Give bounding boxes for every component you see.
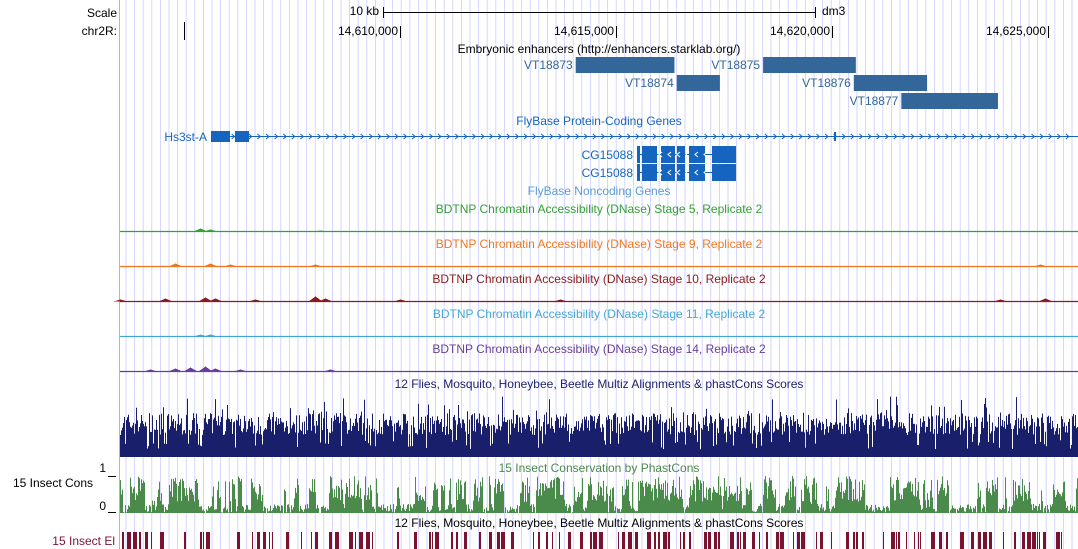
dnase-stage10-title[interactable]: BDTNP Chromatin Accessibility (DNase) St… <box>432 272 766 286</box>
phastcons-signal[interactable] <box>120 476 1078 513</box>
phastcons-track-title[interactable]: 15 Insect Conservation by PhastCons <box>499 461 700 475</box>
gene-hs3st-a[interactable] <box>211 131 1078 142</box>
dnase-track-0-signal[interactable] <box>120 228 1078 233</box>
elements-side-label[interactable]: 15 Insect El <box>52 534 115 548</box>
guide-lines <box>125 0 1073 549</box>
phastcons-side-label[interactable]: 15 Insect Cons <box>13 476 93 490</box>
phastcons-ymax: 1 <box>99 461 106 475</box>
gene-label-cg15088-2[interactable]: CG15088 <box>582 166 634 180</box>
gene-cg15088-transcript-2[interactable] <box>637 164 736 181</box>
enhancer-vt18875[interactable]: VT18875 <box>711 57 856 73</box>
ruler-position-label: 14,610,000 <box>338 24 398 38</box>
dnase-track-1-signal[interactable] <box>120 263 1078 268</box>
ruler-position-label: 14,625,000 <box>986 24 1046 38</box>
phastcons-ymin: 0 <box>99 499 106 513</box>
scale-label: Scale <box>87 6 117 20</box>
scale-bar <box>383 7 816 18</box>
dnase-stage9-title[interactable]: BDTNP Chromatin Accessibility (DNase) St… <box>436 237 763 251</box>
protein-coding-genes-title[interactable]: FlyBase Protein-Coding Genes <box>516 114 681 128</box>
dnase-track-2-signal[interactable] <box>114 296 1078 303</box>
multiz-track-title[interactable]: 12 Flies, Mosquito, Honeybee, Beetle Mul… <box>395 377 804 391</box>
multiz-signal[interactable] <box>120 396 1078 457</box>
ruler-position-label: 14,615,000 <box>554 24 614 38</box>
elements-track-title[interactable]: 12 Flies, Mosquito, Honeybee, Beetle Mul… <box>395 516 804 530</box>
enhancer-label[interactable]: VT18876 <box>802 76 851 90</box>
scale-bar-value: 10 kb <box>350 4 380 18</box>
gene-label-hs3st-a[interactable]: Hs3st-A <box>164 130 207 144</box>
enhancer-label[interactable]: VT18873 <box>524 58 573 72</box>
ruler-position-label: 14,620,000 <box>770 24 830 38</box>
enhancer-label[interactable]: VT18877 <box>850 94 899 108</box>
dnase-track-3-signal[interactable] <box>120 334 1078 338</box>
enhancer-label[interactable]: VT18874 <box>625 76 674 90</box>
gene-cg15088-transcript-1[interactable] <box>637 146 736 163</box>
dnase-stage5-title[interactable]: BDTNP Chromatin Accessibility (DNase) St… <box>436 202 763 216</box>
dnase-stage11-title[interactable]: BDTNP Chromatin Accessibility (DNase) St… <box>433 307 766 321</box>
enhancer-vt18876[interactable]: VT18876 <box>802 75 928 91</box>
enhancer-label[interactable]: VT18875 <box>711 58 760 72</box>
gene-label-cg15088-1[interactable]: CG15088 <box>582 148 634 162</box>
assembly-label: dm3 <box>822 4 846 18</box>
dnase-stage14-title[interactable]: BDTNP Chromatin Accessibility (DNase) St… <box>432 342 766 356</box>
dnase-track-4-signal[interactable] <box>120 366 1078 373</box>
conserved-elements[interactable] <box>122 532 1062 549</box>
chrom-label: chr2R: <box>82 24 117 38</box>
enhancer-vt18873[interactable]: VT18873 <box>524 57 675 73</box>
enhancers-track-title[interactable]: Embryonic enhancers (http://enhancers.st… <box>458 42 741 56</box>
enhancer-vt18874[interactable]: VT18874 <box>625 75 720 91</box>
noncoding-genes-title[interactable]: FlyBase Noncoding Genes <box>528 184 671 198</box>
enhancer-vt18877[interactable]: VT18877 <box>850 93 998 109</box>
